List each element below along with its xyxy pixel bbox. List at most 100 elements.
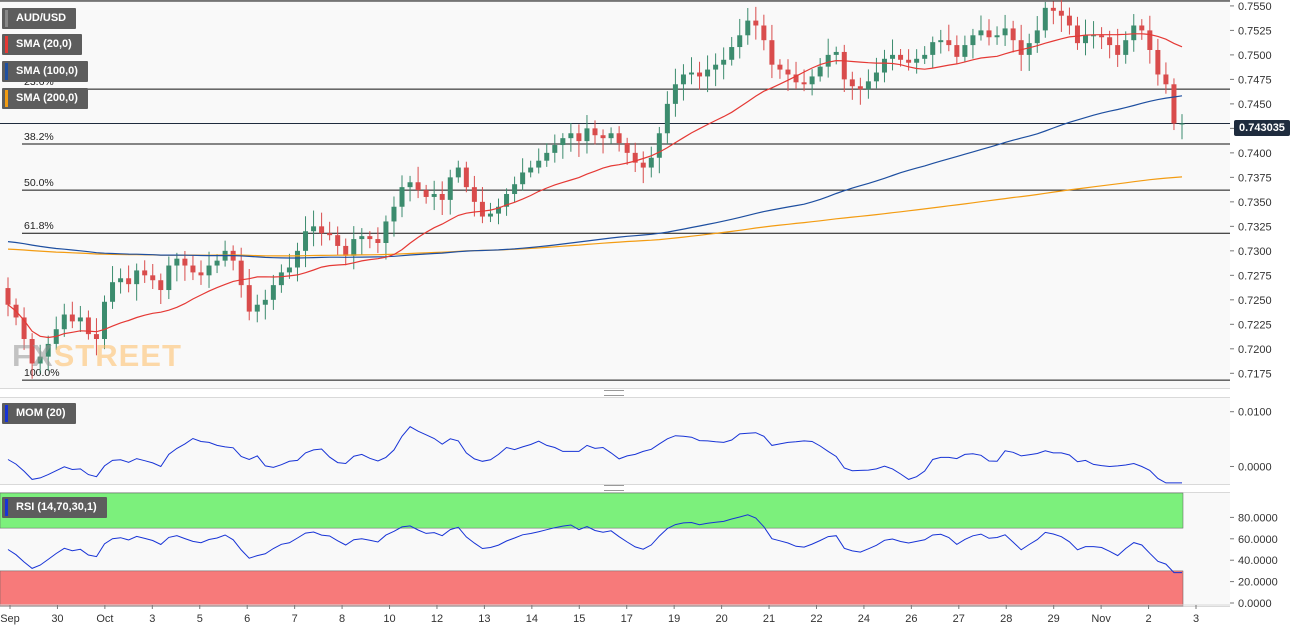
candle-down [190,265,196,273]
candle-down [1018,40,1024,55]
pane-resize-handle[interactable] [604,485,624,491]
candle-up [817,66,823,77]
rsi-swatch [5,499,8,516]
candle-down [1050,7,1056,11]
sma100-line [7,95,1183,259]
candle-down [753,20,759,26]
sma100-legend[interactable]: SMA (100,0) [2,61,88,82]
candle-up [1002,28,1008,36]
candle-up [881,58,887,73]
candle-up [174,258,180,266]
candle-up [45,343,51,357]
rsi-legend[interactable]: RSI (14,70,30,1) [2,497,107,518]
candle-up [303,231,309,251]
candle-down [463,167,469,188]
date-axis-label: 10 [383,613,395,625]
rsi-chart[interactable]: 80.0000 60.0000 40.0000 20.0000 0.0000 [0,492,1300,610]
candle-up [487,213,493,217]
candle-up [713,64,719,70]
sma100-swatch [5,63,8,80]
date-axis-label: 2 [1145,613,1151,625]
candle-up [809,76,815,85]
date-axis-label: 30 [51,613,63,625]
candle-down [857,86,863,90]
candle-up [560,138,566,146]
price-axis-label: 0.7325 [1238,221,1272,233]
candle-up [608,133,614,139]
candle-up [1131,25,1137,41]
candle-up [278,272,284,286]
candle-up [270,285,276,300]
candle-down [849,79,855,87]
sma20-legend[interactable]: SMA (20,0) [2,34,82,55]
candle-down [954,45,960,57]
date-axis-label: 14 [526,613,538,625]
candle-down [69,314,75,322]
date-axis-label: 12 [431,613,443,625]
candle-up [399,187,405,207]
candle-down [158,280,164,291]
candle-up [688,72,694,75]
candle-up [166,265,172,291]
candle-up [552,145,558,153]
candle-up [978,30,984,36]
candle-up [664,103,670,134]
candle-up [833,51,839,55]
price-chart[interactable]: 0.75500.75250.75000.74750.74500.74250.74… [0,0,1300,388]
candle-down [1099,35,1105,38]
candle-up [890,54,896,59]
candle-down [841,51,847,80]
candle-down [85,317,91,335]
sma100-label: SMA (100,0) [16,65,78,77]
pane-resize-handle[interactable] [604,390,624,396]
candle-up [922,54,928,59]
candle-up [383,221,389,243]
date-axis-label: 15 [573,613,585,625]
candle-up [930,42,936,55]
candle-down [327,233,333,236]
candle-down [946,40,952,46]
price-axis-label: 0.7350 [1238,197,1272,209]
candle-down [1171,84,1177,124]
candle-up [351,239,357,256]
instrument-label[interactable]: AUD/USD [2,8,77,29]
candle-down [1139,25,1145,31]
rsi-label: RSI (14,70,30,1) [16,501,97,513]
candle-down [697,72,703,77]
mom-swatch [5,405,8,422]
price-chart-pane[interactable]: 0.75500.75250.75000.74750.74500.74250.74… [0,0,1272,389]
date-axis-label: 8 [339,613,345,625]
candle-up [134,270,140,285]
date-axis-label: 29 [1048,613,1060,625]
momentum-chart[interactable]: 0.0100 0.0000 [0,398,1300,484]
candle-up [1083,35,1089,44]
sma200-legend[interactable]: SMA (200,0) [2,88,88,109]
candle-up [1042,7,1048,31]
sma200-line [7,176,1183,257]
date-axis-label: 19 [668,613,680,625]
price-axis-label: 0.7225 [1238,319,1272,331]
candle-up [1026,43,1032,55]
candle-down [898,54,904,60]
date-axis: Sep 30 Oct 3 5 6 7 8 10 12 13 14 15 17 19 20 21 22 24 26 27 2… [0,604,1230,625]
candle-up [962,45,968,57]
current-price-tag: 0.743035 [1234,120,1290,136]
rsi-oversold-zone [0,570,1184,607]
candle-down [785,69,791,75]
price-axis-label: 0.7450 [1238,99,1272,111]
candle-up [672,84,678,104]
candle-down [624,143,630,153]
momentum-pane[interactable]: 0.0100 0.0000 MOM (20) [0,397,1272,485]
rsi-axis-label: 0.0000 [1238,598,1272,610]
mom-legend[interactable]: MOM (20) [2,403,76,424]
date-axis-label: Nov [1091,613,1111,625]
mom-axis-label: 0.0000 [1238,461,1272,473]
candle-up [407,182,413,188]
candle-up [1179,123,1185,125]
candle-down [1066,15,1072,26]
candle-down [423,190,429,197]
candle-down [769,40,775,65]
candle-up [496,206,502,214]
fib-level-label: 38.2% [24,131,54,143]
rsi-pane[interactable]: 80.0000 60.0000 40.0000 20.0000 0.0000 RSI (… [0,492,1278,610]
